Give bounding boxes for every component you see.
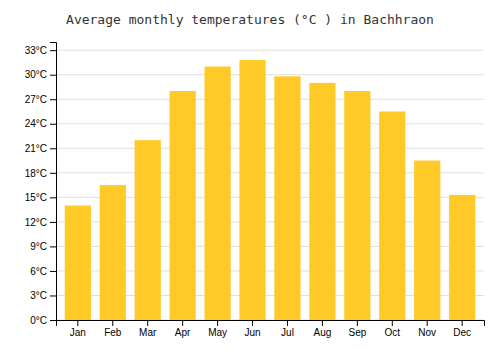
y-tick-mark	[50, 148, 56, 149]
y-tick-label: 3°C	[30, 290, 47, 301]
y-tick: 12°C	[25, 217, 56, 228]
x-tick-mark	[287, 320, 288, 326]
title: Average monthly temperatures (°C ) in Ba…	[66, 12, 434, 27]
x-tick-mark	[112, 320, 113, 326]
y-tick: 24°C	[25, 118, 56, 129]
grid-line	[56, 123, 484, 124]
x-tick-mark	[462, 320, 463, 326]
bar	[449, 195, 475, 320]
y-tick: 6°C	[30, 266, 56, 277]
x-tick: Dec	[453, 320, 471, 338]
y-axis: 0°C 3°C 6°C 9°C 12°C 15°C 18°C 21°C 24°C 27°C 30°C…	[25, 43, 57, 326]
x-tick: Apr	[175, 320, 191, 338]
x-tick-label: May	[208, 327, 227, 338]
bar	[344, 91, 370, 320]
x-tick-mark	[77, 320, 78, 326]
x-tick: Mar	[139, 320, 157, 338]
x-tick: Nov	[418, 320, 436, 338]
x-tick-label: Dec	[453, 327, 471, 338]
bars	[65, 60, 476, 320]
x-tick-label: Sep	[348, 327, 366, 338]
y-tick: 15°C	[25, 192, 56, 203]
x-tick: Feb	[104, 320, 122, 338]
y-tick: 0°C	[30, 315, 56, 326]
x-tick-label: Jan	[70, 327, 86, 338]
bar	[239, 60, 265, 320]
y-tick-mark	[50, 271, 56, 272]
x-tick-mark	[252, 320, 253, 326]
x-tick-mark	[392, 320, 393, 326]
y-tick-label: 12°C	[25, 217, 47, 228]
bar	[100, 185, 126, 320]
y-tick-label: 18°C	[25, 168, 47, 179]
y-tick-mark	[50, 75, 56, 76]
grid-line	[56, 74, 484, 75]
bar	[274, 76, 300, 320]
x-tick: Oct	[385, 320, 401, 338]
x-tick-label: Mar	[139, 327, 157, 338]
y-tick-mark	[50, 50, 56, 51]
x-tick-mark	[357, 320, 358, 326]
x-tick-mark	[427, 320, 428, 326]
x-tick-mark	[322, 320, 323, 326]
y-axis-line	[50, 43, 57, 321]
bar	[65, 206, 91, 320]
y-tick-label: 15°C	[25, 192, 47, 203]
bar	[170, 91, 196, 320]
x-tick: Jul	[281, 320, 294, 338]
x-axis: Jan Feb Mar Apr May Jun Jul Aug Sep Oct Nov Dec	[57, 320, 485, 338]
x-tick-mark	[182, 320, 183, 326]
x-tick-label: Apr	[175, 327, 191, 338]
y-tick-label: 6°C	[30, 266, 47, 277]
y-tick-mark	[50, 173, 56, 174]
bar	[309, 83, 335, 320]
x-tick-label: Aug	[314, 327, 332, 338]
grid-line	[56, 99, 484, 100]
grid	[56, 50, 484, 320]
y-tick-mark	[50, 99, 56, 100]
y-tick-label: 0°C	[30, 315, 47, 326]
y-tick-mark	[50, 124, 56, 125]
grid-line	[56, 148, 484, 149]
y-tick-mark	[50, 246, 56, 247]
x-axis-line	[57, 321, 485, 327]
x-tick-label: Feb	[104, 327, 122, 338]
y-tick-label: 33°C	[25, 45, 47, 56]
y-tick: 18°C	[25, 168, 56, 179]
y-tick-mark	[50, 222, 56, 223]
x-tick-label: Nov	[418, 327, 436, 338]
y-tick: 30°C	[25, 69, 56, 80]
y-tick: 27°C	[25, 94, 56, 105]
chart: Average monthly temperatures (°C ) in Ba…	[0, 0, 500, 350]
y-tick-label: 24°C	[25, 118, 47, 129]
y-tick-label: 30°C	[25, 69, 47, 80]
bar	[379, 112, 405, 321]
y-tick: 9°C	[30, 241, 56, 252]
grid-line	[56, 50, 484, 51]
x-tick: Jan	[70, 320, 86, 338]
y-tick-label: 9°C	[30, 241, 47, 252]
x-tick-mark	[147, 320, 148, 326]
bar	[204, 67, 230, 320]
y-tick-mark	[50, 197, 56, 198]
x-tick-mark	[217, 320, 218, 326]
y-tick: 3°C	[30, 290, 56, 301]
x-tick-label: Oct	[385, 327, 401, 338]
y-tick-mark	[50, 320, 56, 321]
x-tick-label: Jul	[281, 327, 294, 338]
bar	[135, 140, 161, 320]
x-tick: Jun	[244, 320, 260, 338]
x-tick: May	[208, 320, 227, 338]
bar	[414, 161, 440, 320]
y-tick: 21°C	[25, 143, 56, 154]
x-tick: Aug	[314, 320, 332, 338]
y-tick-mark	[50, 295, 56, 296]
y-tick: 33°C	[25, 45, 56, 56]
plot: 0°C 3°C 6°C 9°C 12°C 15°C 18°C 21°C 24°C 27°C 30°C…	[25, 43, 485, 339]
x-tick: Sep	[348, 320, 366, 338]
y-tick-label: 27°C	[25, 94, 47, 105]
y-tick-label: 21°C	[25, 143, 47, 154]
x-tick-label: Jun	[244, 327, 260, 338]
